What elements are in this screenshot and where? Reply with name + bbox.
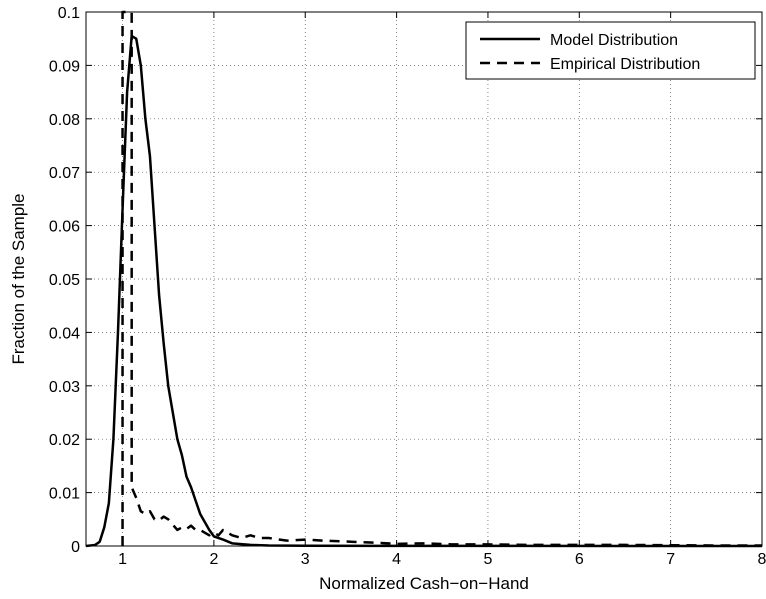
x-tick-label: 4 — [392, 551, 401, 568]
tick-layer — [86, 11, 763, 547]
y-tick-label: 0.01 — [49, 486, 80, 503]
legend: Model Distribution Empirical Distributio… — [465, 21, 756, 80]
legend-box — [465, 21, 756, 80]
grid-layer — [86, 12, 762, 546]
x-axis-label: Normalized Cash−on−Hand — [319, 574, 529, 593]
y-axis-label: Fraction of the Sample — [9, 193, 28, 364]
plot-background — [86, 12, 762, 546]
legend-label-model: Model Distribution — [550, 32, 678, 49]
x-tick-label: 7 — [666, 551, 675, 568]
series-layer — [85, 10, 763, 548]
y-tick-label: 0.07 — [49, 165, 80, 182]
series-line-model — [85, 34, 763, 548]
y-tick-label: 0.06 — [49, 219, 80, 236]
tick-label-layer: 1 2 3 4 5 6 7 8 0 0.01 0.02 0.03 0.04 0.05 0.06 0.07 0.0… — [49, 5, 766, 568]
x-tick-label: 6 — [575, 551, 584, 568]
y-tick-label: 0.02 — [49, 432, 80, 449]
y-tick-label: 0.03 — [49, 379, 80, 396]
y-tick-label: 0.05 — [49, 272, 80, 289]
x-tick-label: 1 — [118, 551, 127, 568]
y-tick-label: 0.1 — [58, 5, 80, 22]
x-tick-label: 5 — [483, 551, 492, 568]
legend-label-empirical: Empirical Distribution — [550, 56, 700, 73]
y-tick-label: 0.09 — [49, 58, 80, 75]
series-line-empirical — [121, 10, 762, 547]
y-tick-label: 0 — [71, 539, 80, 556]
x-tick-label: 3 — [301, 551, 310, 568]
y-tick-label: 0.08 — [49, 112, 80, 129]
x-tick-label: 2 — [209, 551, 218, 568]
x-tick-label: 8 — [758, 551, 766, 568]
y-tick-label: 0.04 — [49, 325, 80, 342]
